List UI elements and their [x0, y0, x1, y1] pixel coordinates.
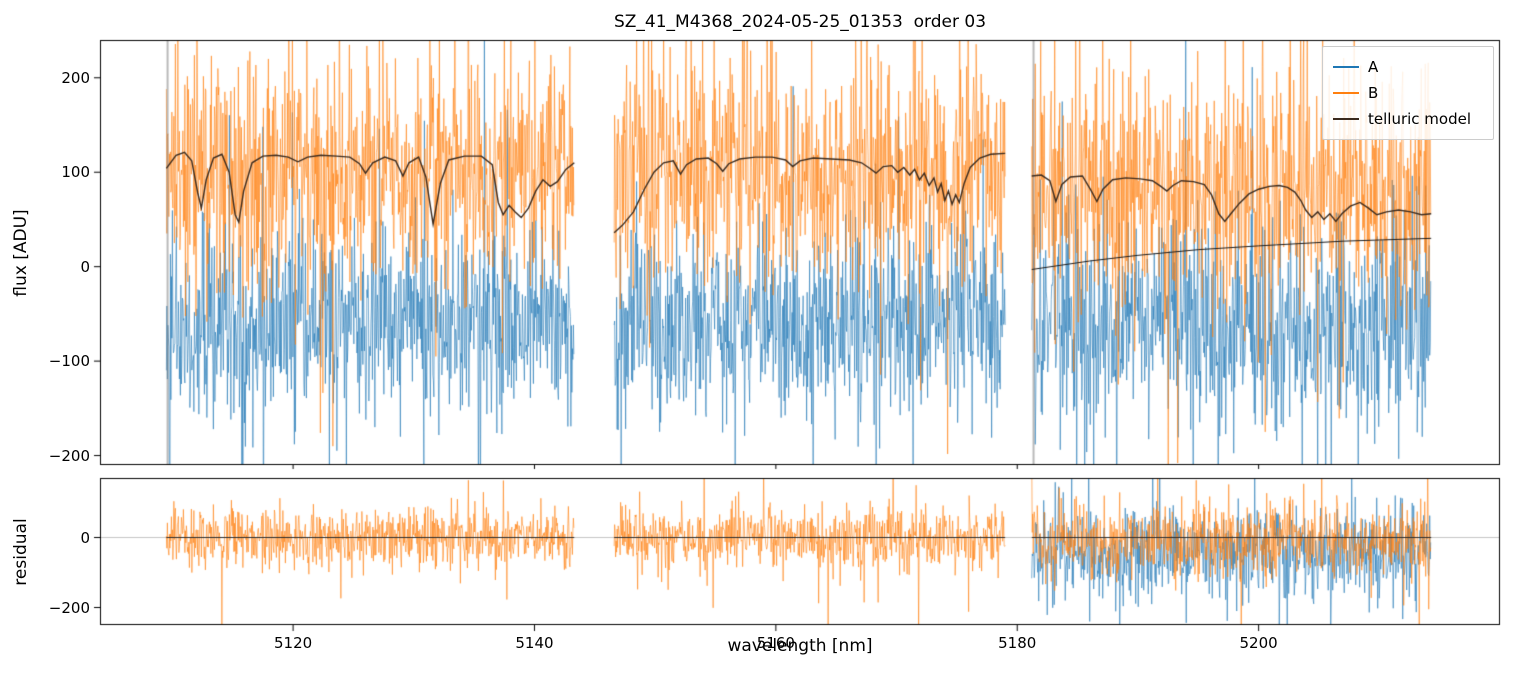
legend-item-a: A: [1333, 54, 1483, 80]
x-tick-label: 5180: [998, 634, 1037, 652]
x-tick-label: 5140: [515, 634, 554, 652]
legend-line-a-swatch: [1333, 66, 1359, 68]
plot-title: SZ_41_M4368_2024-05-25_01353 order 03: [613, 12, 987, 32]
y-tick-label: 200: [61, 68, 90, 87]
flux-axis-label: flux [ADU]: [11, 209, 31, 297]
legend-item-b: B: [1333, 80, 1483, 106]
legend-label-a: A: [1368, 58, 1379, 76]
y-tick-label: 0: [80, 257, 90, 276]
legend-line-b-swatch: [1333, 92, 1359, 94]
y-tick-label: 0: [80, 528, 90, 547]
y-tick-label: −200: [48, 598, 90, 617]
x-tick-label: 5160: [756, 634, 795, 652]
y-tick-label: −200: [48, 446, 90, 465]
legend-line-telluric-swatch: [1333, 118, 1359, 120]
legend: A B telluric model: [1322, 46, 1494, 140]
x-tick-label: 5200: [1239, 634, 1278, 652]
wavelength-axis-label: wavelength [nm]: [727, 636, 873, 656]
x-tick-label: 5120: [274, 634, 313, 652]
y-tick-label: −100: [48, 352, 90, 371]
legend-item-telluric-model: telluric model: [1333, 106, 1483, 132]
legend-label-b: B: [1368, 84, 1379, 102]
legend-label-telluric: telluric model: [1368, 110, 1472, 128]
y-tick-label: 100: [61, 163, 90, 182]
